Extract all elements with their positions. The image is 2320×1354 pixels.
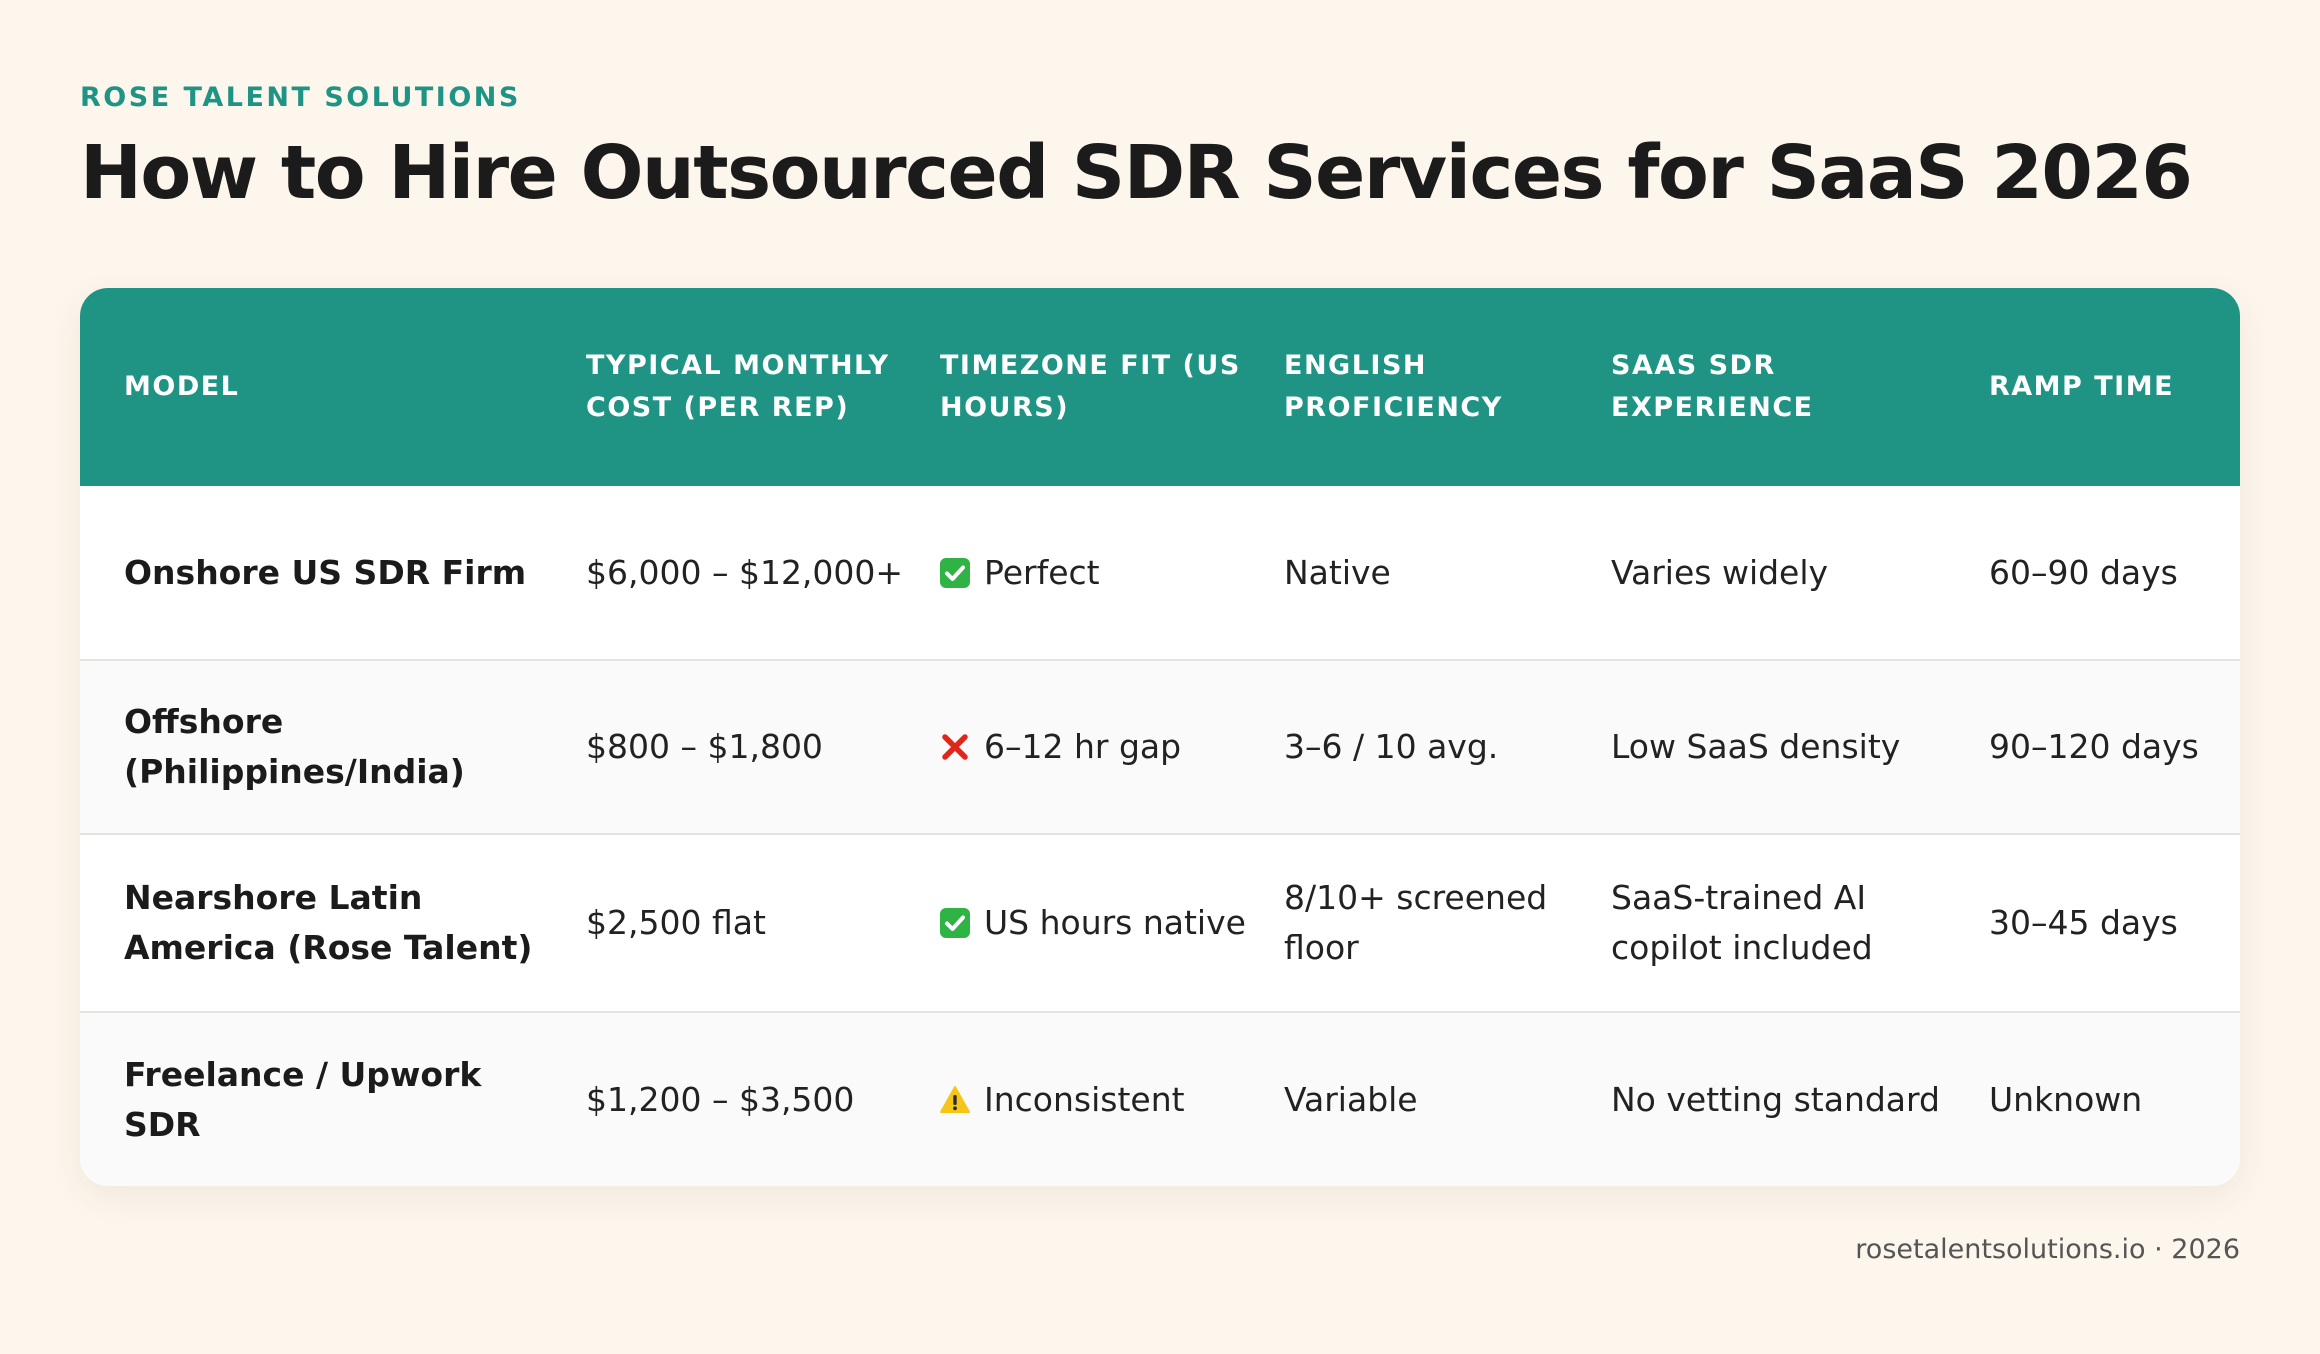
cell-cost: $800 – $1,800 [586, 727, 823, 766]
cell-saas: SaaS-trained AI copilot included [1611, 878, 1873, 967]
cell-english: Native [1284, 552, 1391, 592]
header-ramp-time: RAMP TIME [1989, 371, 2175, 402]
timezone-text: Perfect [984, 552, 1100, 592]
cell-saas: Low SaaS density [1611, 727, 1901, 766]
cell-model: Onshore US SDR Firm [124, 552, 527, 592]
cell-cost: $2,500 flat [586, 903, 766, 942]
warning-icon [940, 1085, 970, 1115]
table-row: Freelance / Upwork SDR $1,200 – $3,500 I… [80, 1012, 2240, 1186]
header-monthly-cost: TYPICAL MONTHLY COST (PER REP) [586, 350, 890, 423]
cell-timezone: Perfect [940, 486, 1284, 660]
header-timezone-fit: TIMEZONE FIT (US HOURS) [940, 350, 1241, 423]
cell-ramp: Unknown [1989, 1079, 2143, 1119]
cell-ramp: 30–45 days [1989, 903, 2178, 942]
cell-ramp: 60–90 days [1989, 552, 2178, 592]
cell-timezone: 6–12 hr gap [940, 660, 1284, 834]
header-saas-experience: SAAS SDR EXPERIENCE [1611, 350, 1814, 423]
cell-cost: $1,200 – $3,500 [586, 1079, 855, 1119]
check-icon [940, 908, 970, 938]
timezone-text: Inconsistent [984, 1079, 1185, 1119]
cell-model: Offshore (Philippines/India) [124, 702, 465, 791]
cell-english: Variable [1284, 1079, 1418, 1119]
cell-cost: $6,000 – $12,000+ [586, 552, 904, 592]
cross-icon [940, 732, 970, 762]
cell-saas: No vetting standard [1611, 1079, 1940, 1119]
page-title: How to Hire Outsourced SDR Services for … [80, 130, 2193, 216]
cell-model: Nearshore Latin America (Rose Talent) [124, 878, 533, 967]
table-row: Nearshore Latin America (Rose Talent) $2… [80, 834, 2240, 1012]
cell-timezone: Inconsistent [940, 1012, 1284, 1186]
table-header-row: MODEL TYPICAL MONTHLY COST (PER REP) TIM… [80, 288, 2240, 486]
cell-model: Freelance / Upwork SDR [124, 1054, 482, 1144]
brand-label: ROSE TALENT SOLUTIONS [80, 82, 521, 113]
cell-english: 8/10+ screened floor [1284, 878, 1548, 967]
header-english-proficiency: ENGLISH PROFICIENCY [1284, 350, 1503, 423]
comparison-table: MODEL TYPICAL MONTHLY COST (PER REP) TIM… [80, 288, 2240, 1186]
header-model: MODEL [124, 371, 240, 402]
cell-ramp: 90–120 days [1989, 727, 2199, 766]
timezone-text: 6–12 hr gap [984, 727, 1182, 766]
comparison-table-card: MODEL TYPICAL MONTHLY COST (PER REP) TIM… [80, 288, 2240, 1186]
timezone-text: US hours native [984, 903, 1246, 942]
check-icon [940, 557, 970, 588]
cell-english: 3–6 / 10 avg. [1284, 727, 1499, 766]
table-row: Offshore (Philippines/India) $800 – $1,8… [80, 660, 2240, 834]
cell-saas: Varies widely [1611, 552, 1829, 592]
table-row: Onshore US SDR Firm $6,000 – $12,000+ Pe… [80, 486, 2240, 660]
cell-timezone: US hours native [940, 834, 1284, 1012]
footer-source: rosetalentsolutions.io · 2026 [1855, 1234, 2240, 1265]
